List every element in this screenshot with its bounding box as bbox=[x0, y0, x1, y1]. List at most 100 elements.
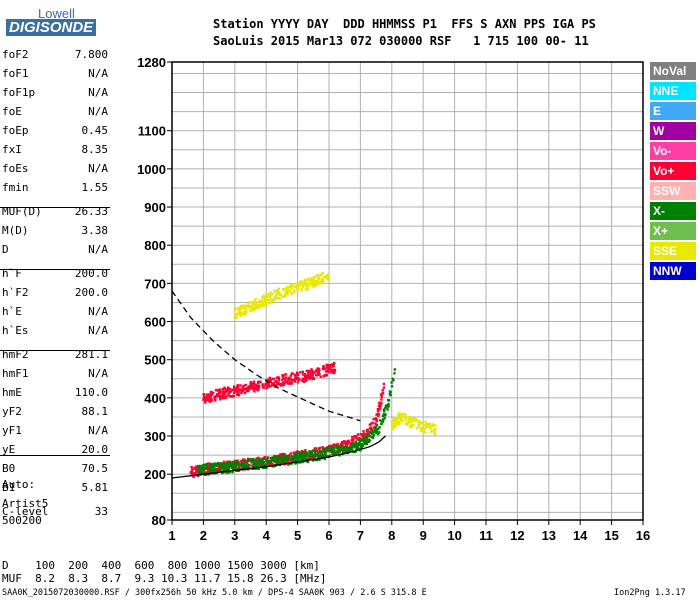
trace-point bbox=[258, 460, 261, 463]
trace-point bbox=[205, 464, 209, 467]
trace-point bbox=[201, 465, 204, 468]
trace-point bbox=[324, 370, 328, 373]
trace-point bbox=[356, 438, 359, 441]
trace-point bbox=[207, 393, 211, 396]
trace-point bbox=[424, 420, 427, 424]
x-tick-label: 16 bbox=[636, 528, 650, 543]
trace-point bbox=[211, 391, 215, 394]
trace-point bbox=[210, 397, 213, 401]
trace-point bbox=[333, 361, 336, 365]
trace-point bbox=[279, 293, 283, 296]
trace-point bbox=[350, 446, 353, 450]
trace-point bbox=[394, 425, 397, 428]
trace-point bbox=[220, 471, 224, 475]
trace-point bbox=[296, 372, 299, 376]
logo-text-lowell: Lowell bbox=[38, 6, 75, 21]
trace-point bbox=[207, 466, 210, 469]
trace-point bbox=[332, 371, 335, 375]
trace-point bbox=[309, 450, 313, 453]
trace-point bbox=[360, 445, 363, 448]
trace-point bbox=[249, 459, 253, 463]
trace-point bbox=[296, 289, 299, 292]
trace-point bbox=[301, 460, 304, 464]
trace-point bbox=[256, 305, 260, 308]
trace-point bbox=[293, 288, 296, 292]
trace-point bbox=[276, 376, 280, 379]
trace-point bbox=[381, 389, 384, 392]
trace-point bbox=[302, 451, 305, 454]
trace-point bbox=[282, 374, 285, 377]
trace-point bbox=[362, 434, 366, 438]
y-tick-label: 1000 bbox=[137, 162, 166, 177]
trace-point bbox=[343, 439, 346, 443]
trace-point bbox=[256, 462, 260, 466]
trace-point bbox=[250, 383, 254, 386]
trace-point bbox=[192, 475, 195, 479]
trace-point bbox=[303, 454, 306, 457]
trace-point bbox=[332, 364, 336, 367]
trace-point bbox=[333, 451, 336, 455]
version-label: Ion2Png 1.3.17 bbox=[614, 588, 686, 598]
trace-point bbox=[349, 450, 352, 453]
trace-point bbox=[287, 461, 290, 464]
trace-point bbox=[261, 305, 265, 308]
y-tick-label: 80 bbox=[152, 513, 166, 528]
trace-point bbox=[222, 464, 225, 468]
trace-point bbox=[365, 442, 369, 446]
trace-point bbox=[337, 448, 341, 451]
trace-point bbox=[364, 435, 367, 439]
trace-point bbox=[281, 456, 284, 459]
trace-point bbox=[311, 449, 315, 452]
trace-point bbox=[224, 389, 228, 392]
trace-point bbox=[269, 456, 273, 460]
trace-point bbox=[293, 380, 297, 383]
trace-point bbox=[295, 283, 299, 286]
trace-point bbox=[375, 413, 378, 416]
trace-point bbox=[311, 459, 315, 462]
param-value: 7.800 bbox=[74, 48, 108, 61]
trace-point bbox=[356, 433, 360, 436]
trace-point bbox=[308, 457, 311, 460]
trace-point bbox=[327, 276, 330, 279]
trace-point bbox=[283, 380, 287, 384]
trace-point bbox=[312, 280, 316, 283]
trace-point bbox=[240, 459, 243, 463]
trace-point bbox=[262, 457, 265, 460]
trace-point bbox=[244, 387, 247, 391]
trace-point bbox=[404, 415, 408, 418]
trace-point bbox=[224, 396, 227, 400]
trace-point bbox=[242, 313, 245, 316]
trace-point bbox=[247, 463, 250, 467]
trace-point bbox=[318, 282, 321, 285]
trace-point bbox=[285, 381, 289, 384]
trace-point bbox=[411, 420, 414, 423]
trace-point bbox=[250, 461, 253, 464]
trace-point bbox=[339, 446, 342, 449]
param-value: 5.81 bbox=[81, 481, 109, 494]
trace-point bbox=[300, 456, 303, 459]
trace-point bbox=[360, 433, 364, 436]
trace-point bbox=[297, 282, 300, 285]
trace-point bbox=[241, 311, 245, 314]
trace-point bbox=[345, 444, 348, 448]
trace-point bbox=[340, 445, 344, 448]
param-b1: B1 5.81 bbox=[2, 481, 108, 496]
trace-point bbox=[401, 413, 404, 417]
trace-point bbox=[307, 278, 310, 282]
divider bbox=[0, 350, 110, 351]
trace-point bbox=[334, 443, 338, 447]
trace-point bbox=[232, 464, 235, 468]
trace-point bbox=[323, 447, 326, 450]
trace-point bbox=[379, 419, 382, 422]
trace-point bbox=[256, 380, 260, 384]
param-fof1p: foF1p N/A bbox=[2, 86, 108, 101]
trace-point bbox=[315, 283, 318, 287]
trace-point bbox=[284, 291, 287, 294]
trace-point bbox=[293, 453, 296, 456]
legend-item-e: E bbox=[650, 102, 696, 120]
trace-point bbox=[214, 394, 218, 398]
trace-point bbox=[265, 458, 269, 462]
trace-point bbox=[269, 385, 272, 388]
header-line-2: SaoLuis 2015 Mar13 072 030000 RSF 1 715 … bbox=[213, 34, 589, 48]
trace-point bbox=[256, 464, 259, 468]
